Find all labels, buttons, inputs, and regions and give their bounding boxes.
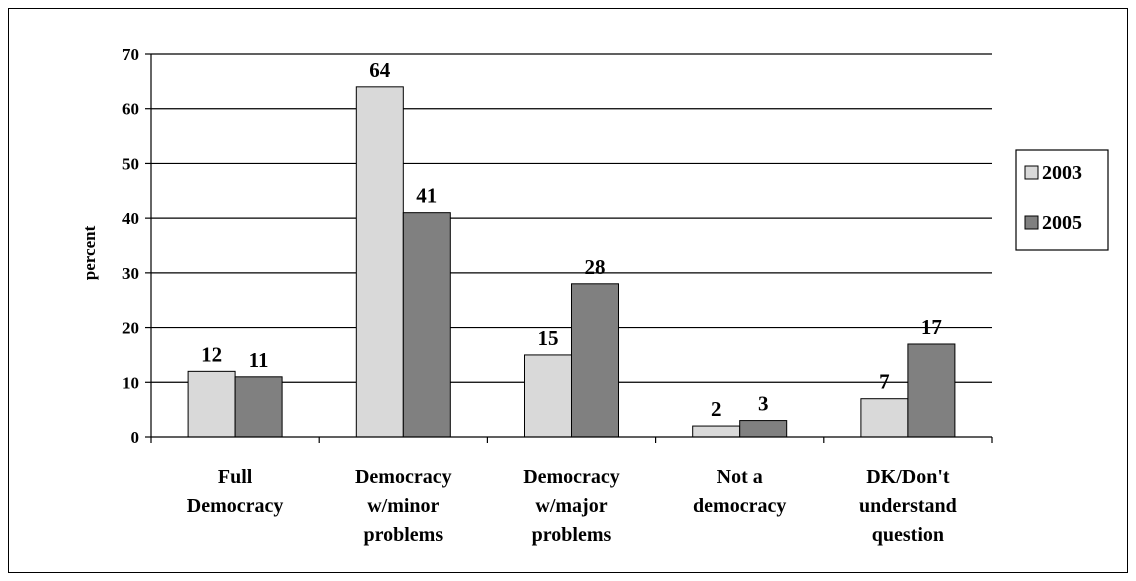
bar-2003-3: [692, 425, 741, 438]
legend-swatch-2003: [1024, 165, 1039, 180]
y-tick-label-10: 10: [122, 373, 139, 392]
legend-box: [1015, 149, 1109, 251]
legend-label-2005: 2005: [1042, 212, 1082, 234]
data-label-2003-0: 12: [201, 342, 222, 366]
bar-2003-2: [524, 354, 572, 438]
data-label-2005-2: 28: [585, 255, 606, 279]
category-label-line: understand: [859, 495, 957, 517]
data-label-2005-0: 11: [249, 348, 269, 372]
data-labels: 12 11 64 41 15 28 2 3 7 17: [201, 58, 942, 421]
bar-2005-0: [234, 376, 283, 438]
bars: [187, 86, 956, 438]
y-tick-label-50: 50: [122, 154, 139, 173]
y-tick-label-40: 40: [122, 209, 139, 228]
y-tick-label-60: 60: [122, 100, 139, 119]
category-label-3: Not a democracy: [693, 466, 786, 517]
category-label-1: Democracy w/minor problems: [355, 466, 452, 546]
category-label-line: w/major: [535, 495, 607, 517]
data-label-2003-2: 15: [538, 326, 559, 350]
category-label-line: democracy: [693, 495, 786, 517]
category-label-line: Democracy: [187, 495, 284, 517]
category-label-line: Democracy: [523, 466, 620, 488]
bar-2005-3: [739, 420, 788, 438]
category-label-line: question: [872, 524, 944, 546]
y-tick-labels: 0 10 20 30 40 50 60 70: [122, 45, 139, 447]
bar-2003-1: [355, 86, 404, 438]
category-label-line: Full: [218, 466, 253, 488]
bar-2003-4: [860, 398, 909, 438]
bar-2003-0: [187, 370, 236, 438]
category-label-line: problems: [363, 524, 443, 546]
category-label-4: DK/Don't understand question: [859, 466, 957, 546]
data-label-2005-3: 3: [758, 392, 769, 416]
data-label-2005-4: 17: [921, 315, 942, 339]
category-label-line: Not a: [717, 466, 763, 488]
legend: 2003 2005: [1015, 149, 1109, 251]
bar-2005-1: [402, 212, 451, 438]
data-label-2003-3: 2: [711, 397, 722, 421]
data-label-2003-4: 7: [879, 370, 890, 394]
y-tick-label-70: 70: [122, 45, 139, 64]
chart-frame: 0 10 20 30 40 50 60 70 12 11 64 41 15 28 2 3 7 17 Full De…: [8, 8, 1128, 573]
y-tick-label-20: 20: [122, 319, 139, 338]
y-tick-label-0: 0: [131, 428, 140, 447]
bar-chart: 0 10 20 30 40 50 60 70 12 11 64 41 15 28 2 3 7 17 Full De…: [80, 45, 1109, 546]
bar-2005-2: [571, 283, 619, 438]
y-axis-label: percent: [80, 225, 99, 280]
category-label-0: Full Democracy: [187, 466, 284, 517]
axes: [145, 53, 993, 443]
category-label-line: DK/Don't: [866, 466, 950, 488]
legend-swatch-2005: [1024, 215, 1039, 230]
data-label-2005-1: 41: [416, 184, 437, 208]
category-label-line: Democracy: [355, 466, 452, 488]
category-label-line: problems: [532, 524, 612, 546]
data-label-2003-1: 64: [369, 58, 391, 82]
legend-label-2003: 2003: [1042, 162, 1082, 184]
category-label-2: Democracy w/major problems: [523, 466, 620, 546]
bar-2005-4: [907, 343, 956, 438]
y-tick-label-30: 30: [122, 264, 139, 283]
gridlines: [151, 53, 992, 383]
category-label-line: w/minor: [367, 495, 439, 517]
